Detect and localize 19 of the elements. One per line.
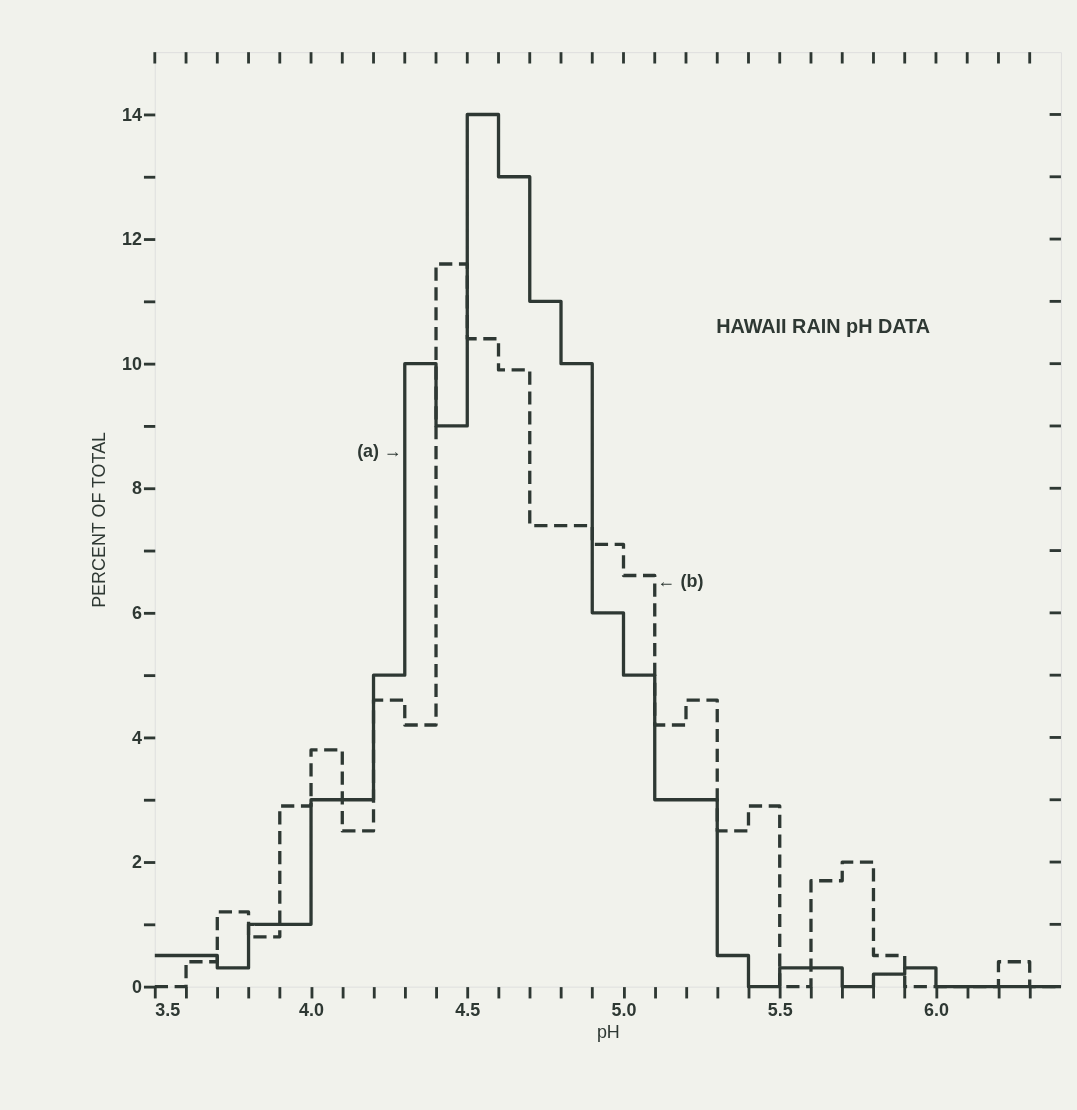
- x-tick-label: 5.5: [767, 1000, 793, 1021]
- annotation: ← (b): [657, 571, 704, 592]
- x-tick-label: 5.0: [611, 1000, 637, 1021]
- x-tick-label: 3.5: [155, 1000, 181, 1021]
- y-tick-label: 4: [132, 727, 143, 748]
- y-tick-label: 2: [132, 852, 143, 873]
- y-tick-label: 14: [122, 104, 143, 125]
- y-tick-label: 12: [122, 229, 143, 250]
- x-tick-label: 6.0: [923, 1000, 949, 1021]
- x-tick-label: 4.5: [455, 1000, 481, 1021]
- y-tick-label: 8: [132, 478, 143, 499]
- y-tick-label: 10: [122, 353, 143, 374]
- y-axis-title: PERCENT OF TOTAL: [89, 431, 110, 608]
- text: HAWAII RAIN pH DATA: [716, 314, 931, 337]
- y-tick-label: 0: [132, 976, 143, 997]
- x-tick-label: 4.0: [299, 1000, 324, 1021]
- x-axis-title: pH: [596, 1022, 620, 1043]
- annotation: (a) →: [357, 440, 402, 461]
- y-tick-label: 6: [132, 602, 143, 623]
